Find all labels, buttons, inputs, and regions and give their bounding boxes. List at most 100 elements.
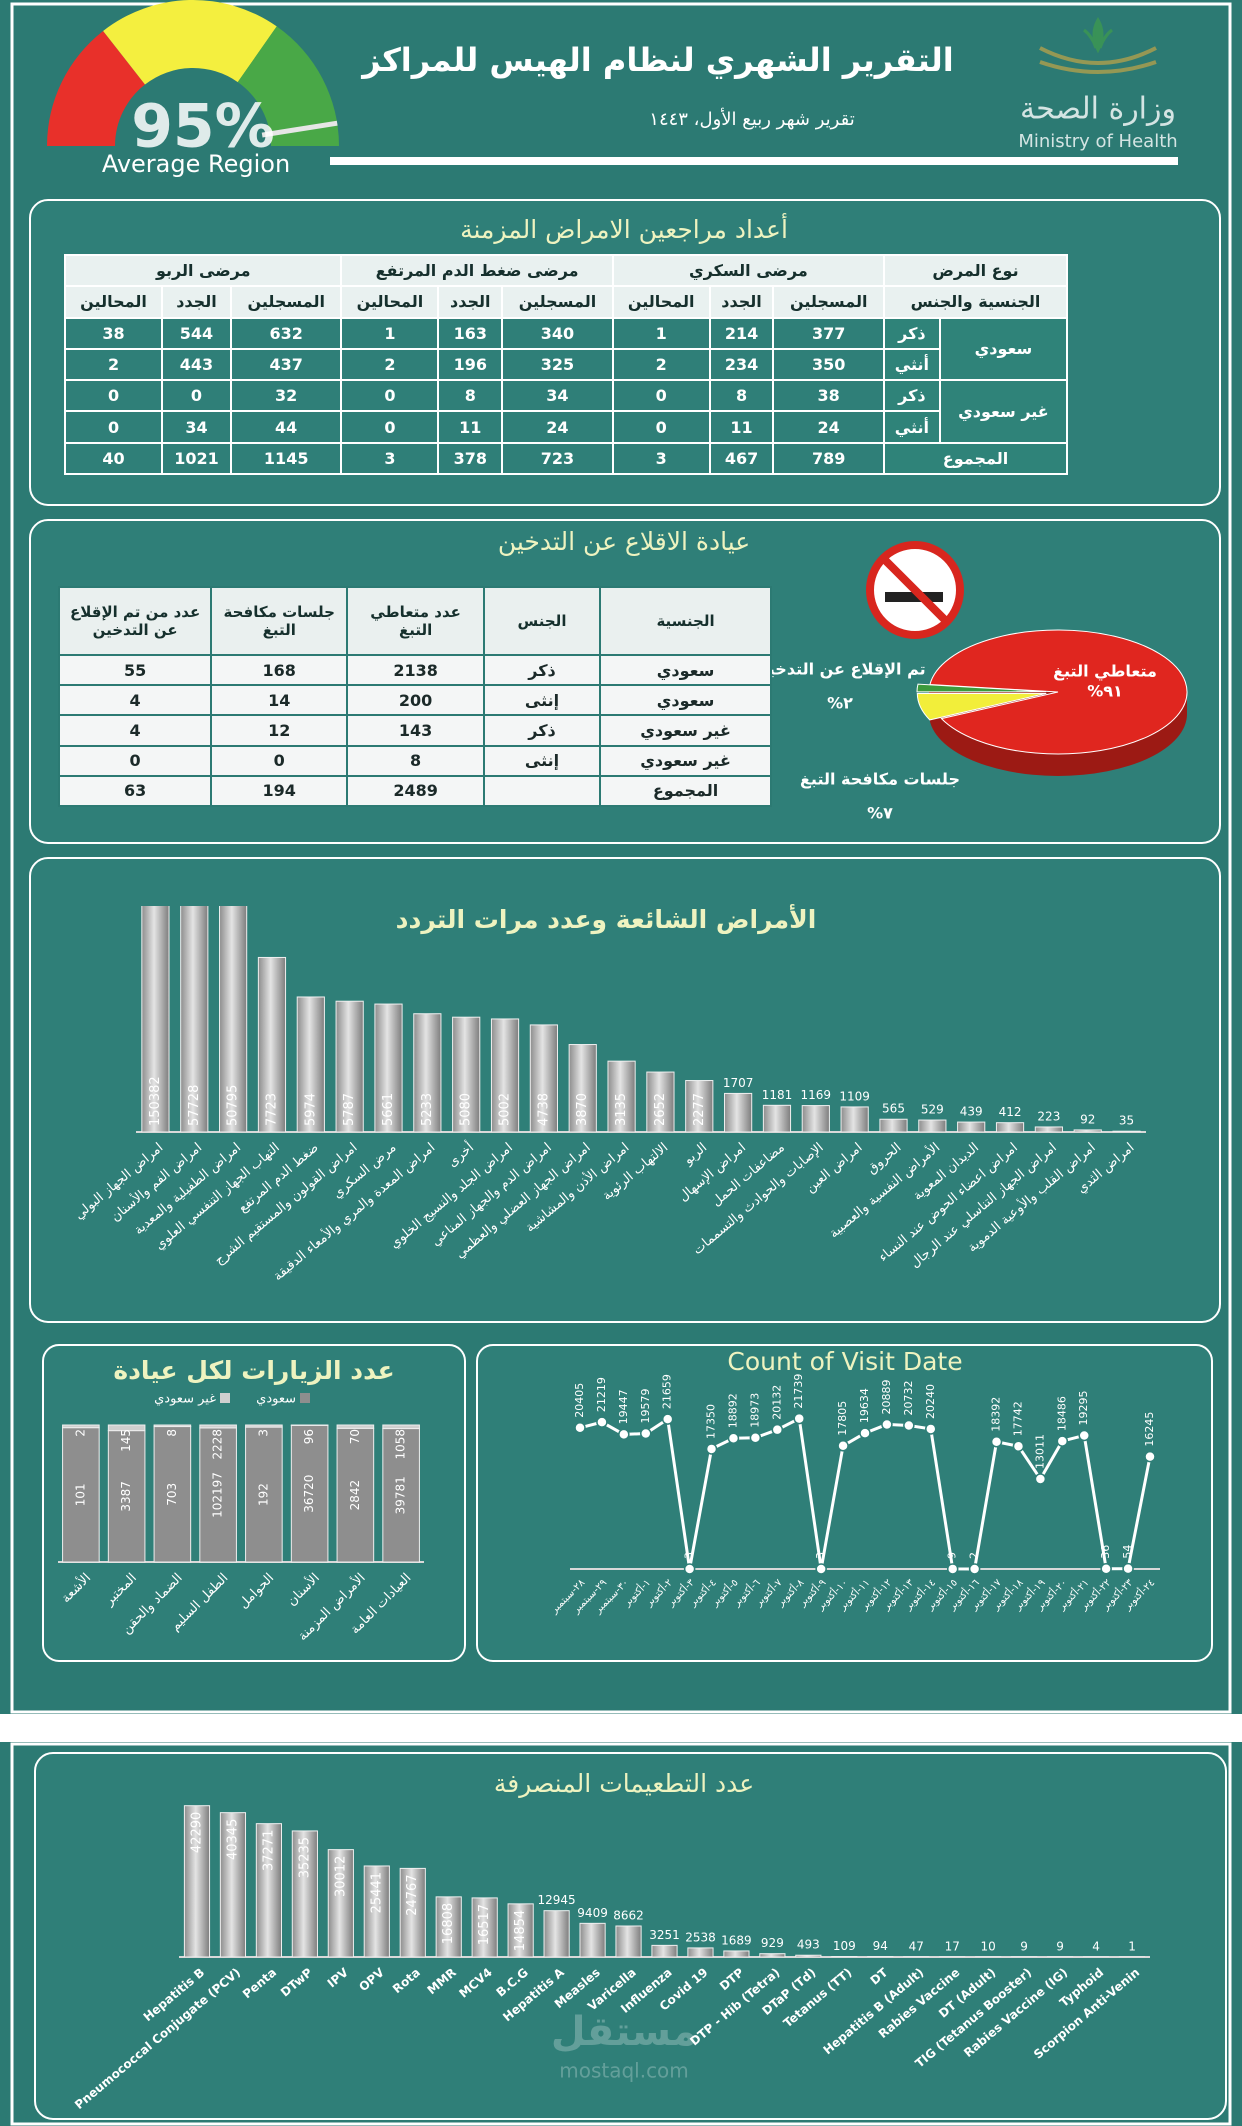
value-label: 8662 xyxy=(613,1909,644,1923)
cell: 55 xyxy=(57,653,213,687)
cell: 0 xyxy=(63,379,164,413)
cell: 143 xyxy=(346,714,485,747)
value-label: 529 xyxy=(921,1103,944,1117)
value-label: 40345 xyxy=(225,1819,240,1860)
cell: 8 xyxy=(708,379,775,413)
bar xyxy=(918,1119,947,1132)
bar xyxy=(840,1106,869,1132)
bar-segment xyxy=(107,1424,146,1432)
bar xyxy=(291,1830,318,1957)
value-label: 102197 xyxy=(211,1472,225,1518)
pie-label: تم الإقلاع عن التدخين xyxy=(754,660,925,679)
chart-title: عدد التطعيمات المنصرفة xyxy=(494,1769,754,1798)
gauge-label: Average Region xyxy=(102,150,290,178)
column-header: الجدد xyxy=(708,285,775,319)
value-label: 2652 xyxy=(653,1093,668,1126)
total-label: المجموع xyxy=(599,774,772,808)
value-label: 145 xyxy=(119,1429,133,1452)
cell: 44 xyxy=(229,410,343,444)
gender: إنثى xyxy=(482,744,602,777)
column-header: المحالين xyxy=(340,285,440,319)
value-label: 21739 xyxy=(792,1374,805,1409)
bar-segment xyxy=(382,1424,420,1430)
cell: 0 xyxy=(611,379,711,413)
bar xyxy=(995,1122,1025,1132)
value-label: 17 xyxy=(945,1939,960,1953)
value-label: 12945 xyxy=(538,1893,576,1907)
value-label: 2277 xyxy=(692,1093,707,1126)
blank-cell xyxy=(482,774,602,808)
gauge-segment xyxy=(237,26,339,146)
cell: 14 xyxy=(210,684,349,717)
point xyxy=(727,1432,740,1445)
gender: ذكر xyxy=(482,714,602,747)
cell: 378 xyxy=(437,441,504,476)
cell: 200 xyxy=(346,684,485,717)
column-header: الجنس xyxy=(482,586,602,656)
bar xyxy=(579,1922,606,1957)
cell: 34 xyxy=(501,379,614,413)
point xyxy=(1144,1450,1156,1463)
chart-title: الأمراض الشائعة وعدد مرات التردد xyxy=(396,904,817,935)
value-label: 17742 xyxy=(1011,1401,1024,1436)
value-label: 96 xyxy=(302,1429,316,1444)
cell: 0 xyxy=(161,379,232,413)
value-label: 14854 xyxy=(513,1910,528,1951)
value-label: 42290 xyxy=(189,1812,204,1853)
point xyxy=(793,1412,805,1425)
value-label: 20732 xyxy=(902,1381,915,1416)
cell: 4 xyxy=(57,684,213,717)
point xyxy=(683,1563,696,1575)
cell: 214 xyxy=(708,316,775,350)
value-label: 4738 xyxy=(536,1093,551,1126)
bar xyxy=(685,1080,714,1132)
cell: 1 xyxy=(340,316,440,350)
pie-value-label: ٧% xyxy=(867,804,893,823)
value-label: 37271 xyxy=(261,1830,276,1871)
value-label: 35235 xyxy=(297,1837,312,1878)
pie-slice xyxy=(929,629,1188,755)
cell: 12 xyxy=(210,714,349,747)
cell: 2 xyxy=(611,347,711,382)
bar xyxy=(568,1044,597,1132)
column-header: عدد متعاطي التبغ xyxy=(346,586,485,656)
nationality: غير سعودي xyxy=(599,744,772,777)
value-label: 94 xyxy=(873,1939,888,1953)
bar xyxy=(452,1016,481,1132)
gender: ذكر xyxy=(882,316,941,350)
bar xyxy=(296,996,325,1132)
point xyxy=(837,1440,849,1452)
cell: 723 xyxy=(501,441,614,476)
value-label: 4 xyxy=(1092,1939,1100,1953)
bar xyxy=(543,1910,570,1957)
bar xyxy=(687,1947,714,1957)
value-label: 70 xyxy=(348,1429,362,1444)
cell: 11 xyxy=(708,410,775,444)
cell: 0 xyxy=(340,379,440,413)
point xyxy=(968,1563,981,1575)
cell: 0 xyxy=(210,744,349,777)
cell: 24 xyxy=(501,410,614,444)
cell: 325 xyxy=(501,347,614,382)
cell: 632 xyxy=(229,316,343,350)
total-row: المجموع 2489 194 63 xyxy=(57,774,772,808)
bar-segment xyxy=(62,1424,100,1429)
chart-title: عدد الزيارات لكل عيادة xyxy=(113,1356,394,1386)
watermark: mostaql.com xyxy=(559,2059,689,2083)
value-label: 1 xyxy=(1128,1939,1136,1953)
value-label: 3870 xyxy=(575,1093,590,1126)
bar xyxy=(363,1865,390,1957)
value-label: 7723 xyxy=(264,1093,279,1126)
bar xyxy=(723,1950,750,1957)
pie-label: متعاطي التبغ xyxy=(1053,662,1157,682)
chronic-table: نوع المرض مرضى السكري مرضى ضغط الدم المرتف… xyxy=(63,253,1069,476)
bar xyxy=(529,1024,558,1132)
data-row: غير سعودي إنثى 8 0 0 xyxy=(57,744,772,777)
legend-label: سعودي xyxy=(256,1392,296,1407)
cell: 443 xyxy=(161,347,232,382)
data-row: غير سعودي ذكر 143 12 4 xyxy=(57,714,772,747)
column-header: المحالين xyxy=(611,285,711,319)
ministry-ar: وزارة الصحة xyxy=(1020,92,1176,127)
total-row: المجموع 789 467 3 723 378 3 1145 1021 40 xyxy=(63,441,1069,476)
